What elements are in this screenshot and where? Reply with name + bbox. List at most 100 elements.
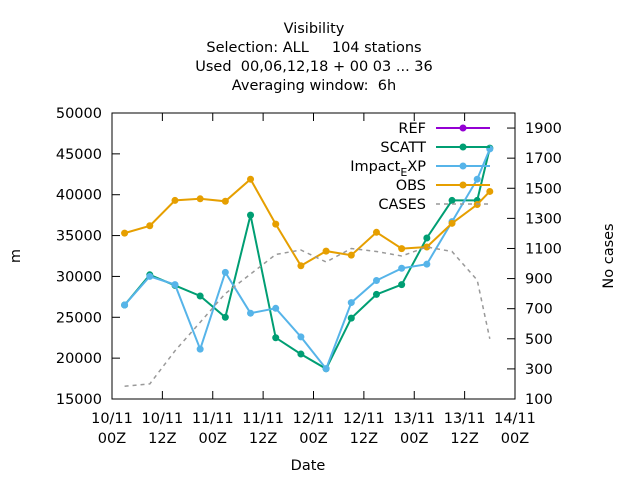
- data-point-obs: [347, 251, 355, 259]
- title-line: Selection: ALL 104 stations: [206, 40, 421, 56]
- y-tick-label: 25000: [56, 310, 102, 326]
- data-point-obs: [171, 196, 179, 204]
- x-tick-label-hour: 12Z: [350, 431, 378, 447]
- x-tick-label-hour: 12Z: [148, 431, 176, 447]
- x-tick-label-date: 11/11: [192, 411, 234, 427]
- data-point-obs: [297, 262, 305, 270]
- plot-frame: [111, 112, 516, 400]
- legend-marker: [459, 162, 467, 170]
- data-point-impact-exp: [297, 333, 305, 341]
- x-tick-label-date: 11/11: [242, 411, 284, 427]
- y2-tick-label: 1100: [525, 241, 562, 257]
- data-point-scatt: [247, 211, 255, 219]
- axis-ticks: 1500020000250003000035000400004500050000…: [56, 106, 562, 447]
- y-tick-label: 20000: [56, 351, 102, 367]
- data-point-scatt: [448, 196, 456, 204]
- series-line-obs: [124, 177, 491, 268]
- data-series: [121, 144, 494, 387]
- y2-tick-label: 900: [525, 272, 553, 288]
- y2-tick-label: 1700: [525, 151, 562, 167]
- x-tick-label-date: 12/11: [293, 411, 335, 427]
- data-point-scatt: [423, 234, 431, 242]
- chart-title: Visibility Selection: ALL 104 stations Use…: [195, 21, 433, 94]
- x-tick-label-hour: 12Z: [249, 431, 277, 447]
- legend-marker: [459, 124, 467, 132]
- x-tick-label-hour: 00Z: [199, 431, 227, 447]
- data-point-impact-exp: [121, 301, 129, 309]
- data-point-scatt: [196, 292, 204, 300]
- y-axis-label: m: [8, 249, 24, 263]
- data-point-obs: [221, 197, 229, 205]
- x-tick-label-date: 10/11: [91, 411, 133, 427]
- data-point-impact-exp: [146, 272, 154, 280]
- y2-tick-label: 1500: [525, 181, 562, 197]
- data-point-obs: [146, 222, 154, 230]
- data-point-obs: [322, 247, 330, 255]
- data-point-obs: [448, 219, 456, 227]
- data-point-impact-exp: [171, 281, 179, 289]
- y-tick-label: 30000: [56, 269, 102, 285]
- x-tick-label-date: 12/11: [343, 411, 385, 427]
- data-point-impact-exp: [423, 260, 431, 268]
- legend-label: SCATT: [380, 140, 426, 156]
- data-point-scatt: [297, 350, 305, 358]
- data-point-impact-exp: [247, 309, 255, 317]
- title-line: Used 00,06,12,18 + 00 03 ... 36: [195, 59, 433, 75]
- legend-label: REF: [398, 121, 426, 137]
- data-point-obs: [398, 245, 406, 253]
- data-point-scatt: [398, 281, 406, 289]
- data-point-obs: [272, 220, 280, 228]
- y-tick-label: 50000: [56, 106, 102, 122]
- data-point-impact-exp: [473, 175, 481, 183]
- legend-label: ImpactEXP: [350, 159, 426, 179]
- data-point-impact-exp: [372, 277, 380, 285]
- title-line: Averaging window: 6h: [232, 78, 396, 94]
- x-tick-label-hour: 12Z: [450, 431, 478, 447]
- x-tick-label-date: 14/11: [494, 411, 536, 427]
- y-tick-label: 35000: [56, 229, 102, 245]
- data-point-impact-exp: [221, 268, 229, 276]
- y-tick-label: 15000: [56, 392, 102, 408]
- x-tick-label-hour: 00Z: [501, 431, 529, 447]
- data-point-impact-exp: [398, 264, 406, 272]
- series-line-scatt: [123, 147, 491, 371]
- x-axis-label: Date: [291, 458, 326, 474]
- legend-marker: [459, 143, 467, 151]
- data-point-scatt: [272, 334, 280, 342]
- data-point-impact-exp: [347, 299, 355, 307]
- x-tick-label-date: 13/11: [444, 411, 486, 427]
- data-point-impact-exp: [272, 304, 280, 312]
- x-tick-label-hour: 00Z: [400, 431, 428, 447]
- data-point-scatt: [372, 290, 380, 298]
- x-tick-label-hour: 00Z: [98, 431, 126, 447]
- y-tick-label: 45000: [56, 147, 102, 163]
- data-point-obs: [196, 195, 204, 203]
- y2-tick-label: 300: [525, 362, 553, 378]
- data-point-obs: [247, 175, 255, 183]
- data-point-obs: [121, 229, 129, 237]
- legend-marker: [459, 181, 467, 189]
- y2-tick-label: 1900: [525, 121, 562, 137]
- data-point-impact-exp: [196, 345, 204, 353]
- y2-tick-label: 100: [525, 392, 553, 408]
- title-line: Visibility: [284, 21, 345, 37]
- series-line-cases: [124, 246, 491, 387]
- y2-tick-label: 700: [525, 302, 553, 318]
- y2-tick-label: 500: [525, 332, 553, 348]
- legend-label: OBS: [396, 178, 426, 194]
- data-point-obs: [486, 187, 494, 195]
- y2-axis-label: No cases: [601, 223, 617, 288]
- data-point-scatt: [347, 314, 355, 322]
- x-tick-label-date: 10/11: [141, 411, 183, 427]
- x-tick-label-date: 13/11: [393, 411, 435, 427]
- x-tick-label-hour: 00Z: [299, 431, 327, 447]
- data-point-impact-exp: [322, 365, 330, 373]
- data-point-scatt: [221, 313, 229, 321]
- data-point-obs: [423, 243, 431, 251]
- series-line-impact-exp: [123, 148, 491, 371]
- data-point-obs: [372, 228, 380, 236]
- y2-tick-label: 1300: [525, 211, 562, 227]
- y-tick-label: 40000: [56, 188, 102, 204]
